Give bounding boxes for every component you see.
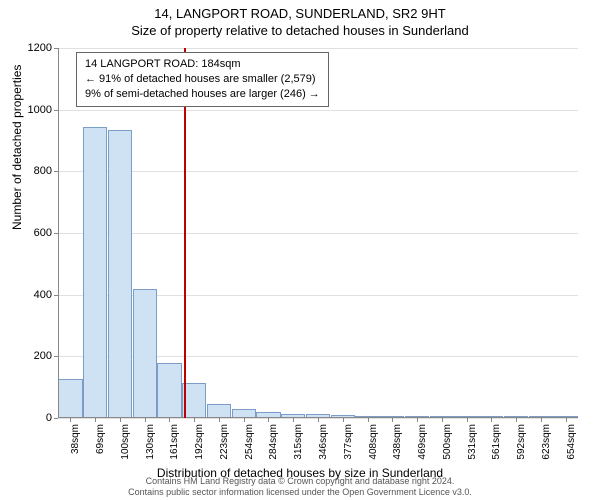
histogram-bar [207, 404, 231, 418]
callout-box: 14 LANGPORT ROAD: 184sqm← 91% of detache… [76, 52, 329, 107]
xtick-mark [491, 418, 492, 422]
histogram-bar [83, 127, 107, 418]
xtick-label: 377sqm [343, 424, 354, 474]
xtick-label: 284sqm [268, 424, 279, 474]
xtick-mark [244, 418, 245, 422]
y-axis-label: Number of detached properties [10, 65, 24, 230]
xtick-label: 223sqm [219, 424, 230, 474]
xtick-label: 38sqm [70, 424, 81, 474]
ytick-label: 1200 [10, 42, 52, 54]
gridline [58, 171, 578, 172]
footer-attribution: Contains HM Land Registry data © Crown c… [0, 476, 600, 498]
y-axis-line [58, 48, 59, 418]
xtick-mark [442, 418, 443, 422]
histogram-bar [58, 379, 82, 418]
xtick-label: 408sqm [368, 424, 379, 474]
ytick-mark [54, 418, 58, 419]
ytick-label: 400 [10, 289, 52, 301]
ytick-label: 800 [10, 165, 52, 177]
xtick-label: 623sqm [541, 424, 552, 474]
footer-line-1: Contains HM Land Registry data © Crown c… [0, 476, 600, 487]
xtick-mark [120, 418, 121, 422]
xtick-label: 161sqm [169, 424, 180, 474]
footer-line-2: Contains public sector information licen… [0, 487, 600, 498]
gridline [58, 48, 578, 49]
callout-line-1: 14 LANGPORT ROAD: 184sqm [85, 57, 320, 72]
xtick-label: 254sqm [244, 424, 255, 474]
ytick-label: 0 [10, 412, 52, 424]
xtick-mark [368, 418, 369, 422]
xtick-label: 531sqm [467, 424, 478, 474]
xtick-label: 561sqm [491, 424, 502, 474]
histogram-bar [133, 289, 157, 419]
callout-line-3: 9% of semi-detached houses are larger (2… [85, 87, 320, 102]
xtick-mark [541, 418, 542, 422]
xtick-mark [343, 418, 344, 422]
xtick-label: 592sqm [516, 424, 527, 474]
xtick-label: 130sqm [145, 424, 156, 474]
xtick-label: 438sqm [392, 424, 403, 474]
chart-plot-area: 14 LANGPORT ROAD: 184sqm← 91% of detache… [58, 48, 578, 418]
xtick-mark [467, 418, 468, 422]
xtick-mark [392, 418, 393, 422]
xtick-mark [95, 418, 96, 422]
x-axis-line [58, 417, 578, 418]
histogram-bar [108, 130, 132, 418]
xtick-mark [145, 418, 146, 422]
ytick-label: 600 [10, 227, 52, 239]
gridline [58, 110, 578, 111]
xtick-mark [293, 418, 294, 422]
xtick-label: 315sqm [293, 424, 304, 474]
xtick-mark [417, 418, 418, 422]
xtick-label: 100sqm [120, 424, 131, 474]
xtick-mark [566, 418, 567, 422]
page-title: 14, LANGPORT ROAD, SUNDERLAND, SR2 9HT [0, 0, 600, 21]
histogram-bar [157, 363, 181, 419]
xtick-mark [268, 418, 269, 422]
gridline [58, 233, 578, 234]
ytick-label: 200 [10, 350, 52, 362]
xtick-mark [219, 418, 220, 422]
xtick-label: 469sqm [417, 424, 428, 474]
callout-line-2: ← 91% of detached houses are smaller (2,… [85, 72, 320, 87]
xtick-mark [194, 418, 195, 422]
xtick-label: 500sqm [442, 424, 453, 474]
xtick-mark [169, 418, 170, 422]
xtick-mark [70, 418, 71, 422]
xtick-mark [516, 418, 517, 422]
xtick-mark [318, 418, 319, 422]
page-subtitle: Size of property relative to detached ho… [0, 21, 600, 38]
xtick-label: 192sqm [194, 424, 205, 474]
xtick-label: 654sqm [566, 424, 577, 474]
ytick-label: 1000 [10, 104, 52, 116]
xtick-label: 346sqm [318, 424, 329, 474]
xtick-label: 69sqm [95, 424, 106, 474]
